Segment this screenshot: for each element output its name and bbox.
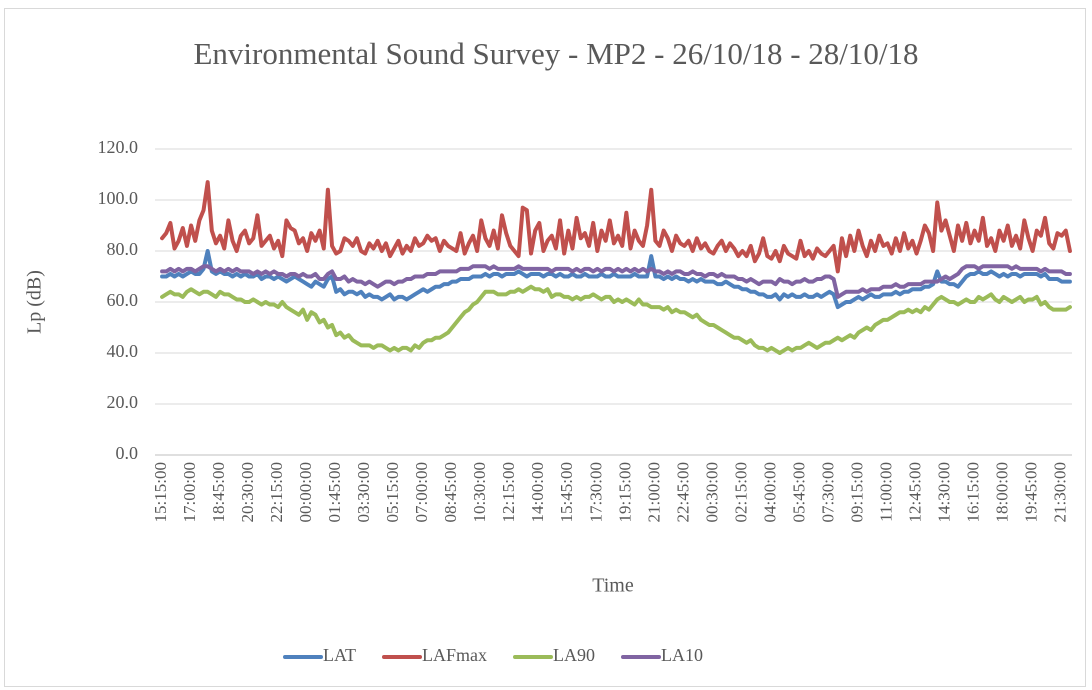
x-tick-label: 08:45:00 bbox=[441, 462, 460, 522]
legend-label: LAT bbox=[323, 645, 356, 665]
line-series bbox=[160, 284, 1072, 355]
line-series bbox=[160, 180, 1072, 274]
x-tick-label: 19:15:00 bbox=[615, 462, 634, 522]
x-tick-label: 22:45:00 bbox=[673, 462, 692, 522]
x-tick-label: 01:45:00 bbox=[325, 462, 344, 522]
x-tick-label: 21:00:00 bbox=[644, 462, 663, 522]
x-tick-label: 22:15:00 bbox=[267, 462, 286, 522]
x-tick-label: 07:30:00 bbox=[818, 462, 837, 522]
x-tick-label: 05:15:00 bbox=[383, 462, 402, 522]
y-tick-label: 120.0 bbox=[98, 137, 139, 157]
x-tick-label: 20:30:00 bbox=[238, 462, 257, 522]
chart-frame bbox=[4, 8, 1086, 687]
x-tick-label: 14:30:00 bbox=[934, 462, 953, 522]
x-tick-label: 04:00:00 bbox=[760, 462, 779, 522]
legend-label: LAFmax bbox=[422, 645, 487, 665]
x-tick-label: 12:45:00 bbox=[905, 462, 924, 522]
y-tick-label: 20.0 bbox=[107, 392, 139, 412]
legend-label: LA10 bbox=[661, 645, 703, 665]
x-tick-label: 12:15:00 bbox=[499, 462, 518, 522]
x-tick-label: 07:00:00 bbox=[412, 462, 431, 522]
y-axis-label: Lp (dB) bbox=[24, 270, 46, 334]
x-tick-label: 15:15:00 bbox=[151, 462, 170, 522]
line-series bbox=[160, 249, 1072, 310]
x-tick-label: 02:15:00 bbox=[731, 462, 750, 522]
chart-title: Environmental Sound Survey - MP2 - 26/10… bbox=[193, 36, 919, 71]
y-tick-label: 40.0 bbox=[107, 341, 139, 361]
y-tick-label: 100.0 bbox=[98, 188, 139, 208]
x-tick-label: 19:45:00 bbox=[1022, 462, 1041, 522]
x-axis-label: Time bbox=[592, 575, 634, 597]
y-tick-label: 60.0 bbox=[107, 290, 139, 310]
x-tick-label: 18:45:00 bbox=[209, 462, 228, 522]
legend-label: LA90 bbox=[553, 645, 595, 665]
x-tick-label: 16:15:00 bbox=[963, 462, 982, 522]
x-tick-label: 00:00:00 bbox=[296, 462, 315, 522]
x-tick-label: 11:00:00 bbox=[876, 462, 895, 522]
line-series bbox=[160, 264, 1072, 299]
x-tick-label: 10:30:00 bbox=[470, 462, 489, 522]
x-tick-label: 03:30:00 bbox=[354, 462, 373, 522]
y-tick-label: 0.0 bbox=[116, 443, 139, 463]
x-tick-label: 18:00:00 bbox=[993, 462, 1012, 522]
x-tick-label: 00:30:00 bbox=[702, 462, 721, 522]
x-tick-label: 09:15:00 bbox=[847, 462, 866, 522]
x-tick-label: 15:45:00 bbox=[557, 462, 576, 522]
x-tick-label: 17:00:00 bbox=[180, 462, 199, 522]
x-tick-label: 17:30:00 bbox=[586, 462, 605, 522]
x-tick-label: 14:00:00 bbox=[528, 462, 547, 522]
x-tick-label: 21:30:00 bbox=[1051, 462, 1070, 522]
y-tick-label: 80.0 bbox=[107, 239, 139, 259]
x-tick-label: 05:45:00 bbox=[789, 462, 808, 522]
